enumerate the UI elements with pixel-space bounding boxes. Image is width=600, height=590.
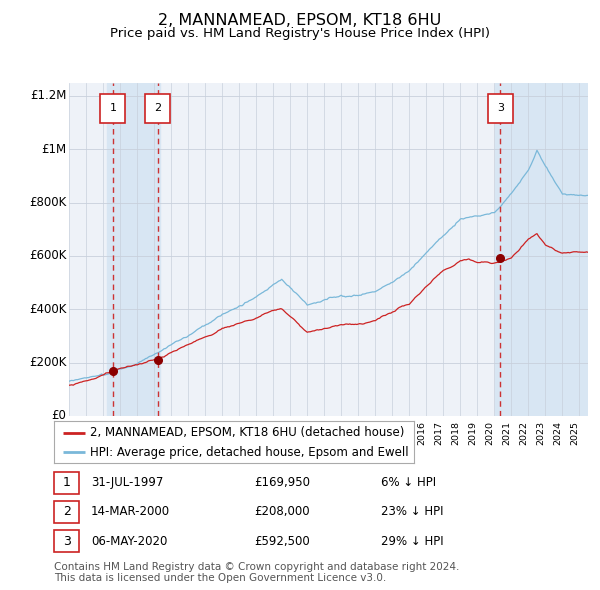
Text: 2021: 2021 — [502, 421, 511, 445]
Text: 1997: 1997 — [94, 421, 103, 445]
Text: £200K: £200K — [29, 356, 67, 369]
Text: 2019: 2019 — [469, 421, 478, 445]
Text: 2003: 2003 — [196, 421, 205, 445]
Text: 2008: 2008 — [281, 421, 290, 445]
Text: 14-MAR-2000: 14-MAR-2000 — [91, 505, 170, 519]
Bar — [107, 83, 160, 416]
Text: 29% ↓ HPI: 29% ↓ HPI — [382, 535, 444, 548]
Text: 2: 2 — [154, 103, 161, 113]
Text: 1998: 1998 — [111, 421, 120, 445]
Text: £592,500: £592,500 — [254, 535, 310, 548]
Text: 1995: 1995 — [60, 421, 69, 445]
Text: £1.2M: £1.2M — [30, 90, 67, 103]
Text: £208,000: £208,000 — [254, 505, 310, 519]
Text: 3: 3 — [497, 103, 504, 113]
Text: 2005: 2005 — [230, 421, 239, 445]
FancyBboxPatch shape — [145, 94, 170, 123]
Text: 2024: 2024 — [553, 421, 562, 445]
Bar — [575, 83, 588, 416]
Text: 2: 2 — [63, 505, 71, 519]
Text: 1: 1 — [109, 103, 116, 113]
Text: 2014: 2014 — [383, 421, 392, 445]
FancyBboxPatch shape — [100, 94, 125, 123]
Text: £169,950: £169,950 — [254, 476, 311, 489]
Text: 2006: 2006 — [247, 421, 256, 445]
Text: 2007: 2007 — [264, 421, 273, 445]
Text: 1996: 1996 — [77, 421, 86, 445]
Text: 2012: 2012 — [349, 421, 358, 445]
Text: 2011: 2011 — [332, 421, 341, 445]
Text: 2009: 2009 — [298, 421, 307, 445]
Text: 2013: 2013 — [366, 421, 375, 445]
Text: 2025: 2025 — [571, 421, 580, 445]
Text: 06-MAY-2020: 06-MAY-2020 — [91, 535, 167, 548]
Text: 2016: 2016 — [418, 421, 427, 445]
Text: 6% ↓ HPI: 6% ↓ HPI — [382, 476, 436, 489]
Text: £1M: £1M — [41, 143, 67, 156]
Text: 2018: 2018 — [451, 421, 460, 445]
Text: 2022: 2022 — [520, 421, 529, 445]
Text: £600K: £600K — [29, 250, 67, 263]
Text: 2001: 2001 — [162, 421, 171, 445]
Text: 2004: 2004 — [213, 421, 222, 445]
FancyBboxPatch shape — [54, 501, 79, 523]
Text: £800K: £800K — [29, 196, 67, 209]
Text: Contains HM Land Registry data © Crown copyright and database right 2024.
This d: Contains HM Land Registry data © Crown c… — [54, 562, 460, 584]
Bar — [495, 83, 588, 416]
Text: 2015: 2015 — [400, 421, 409, 445]
Text: 3: 3 — [63, 535, 71, 548]
Text: 1999: 1999 — [128, 421, 137, 445]
FancyBboxPatch shape — [488, 94, 513, 123]
Text: 2023: 2023 — [536, 421, 545, 445]
Text: 1: 1 — [63, 476, 71, 489]
Text: 2002: 2002 — [179, 421, 188, 445]
Text: £0: £0 — [52, 409, 67, 422]
FancyBboxPatch shape — [54, 530, 79, 552]
FancyBboxPatch shape — [54, 471, 79, 493]
Text: HPI: Average price, detached house, Epsom and Ewell: HPI: Average price, detached house, Epso… — [90, 445, 409, 458]
Text: 31-JUL-1997: 31-JUL-1997 — [91, 476, 163, 489]
Text: 2000: 2000 — [145, 421, 154, 445]
Text: 23% ↓ HPI: 23% ↓ HPI — [382, 505, 444, 519]
Text: £400K: £400K — [29, 303, 67, 316]
Text: 2, MANNAMEAD, EPSOM, KT18 6HU (detached house): 2, MANNAMEAD, EPSOM, KT18 6HU (detached … — [90, 426, 404, 439]
Text: 2017: 2017 — [434, 421, 443, 445]
Text: 2010: 2010 — [315, 421, 324, 445]
Text: Price paid vs. HM Land Registry's House Price Index (HPI): Price paid vs. HM Land Registry's House … — [110, 27, 490, 40]
Text: 2020: 2020 — [485, 421, 494, 445]
Text: 2, MANNAMEAD, EPSOM, KT18 6HU: 2, MANNAMEAD, EPSOM, KT18 6HU — [158, 13, 442, 28]
